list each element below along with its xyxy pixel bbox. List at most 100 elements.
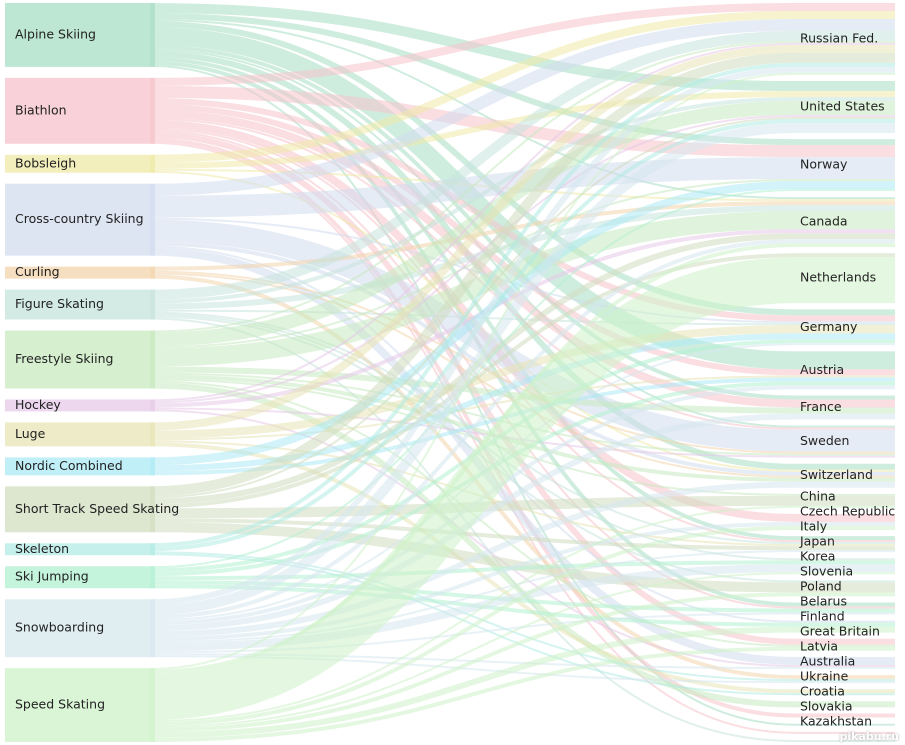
target-label: Poland [800,579,842,594]
flow-link[interactable] [149,66,895,606]
source-label: Skeleton [15,541,69,556]
target-label: Germany [800,319,858,334]
source-label: Hockey [15,397,61,412]
flow-link[interactable] [149,205,895,310]
flow-link[interactable] [149,30,895,300]
source-node [5,422,155,447]
source-label: Biathlon [15,102,67,117]
source-label: Snowboarding [15,620,104,635]
source-node [5,457,155,476]
flow-link[interactable] [149,72,895,671]
flow-link[interactable] [149,201,895,271]
flow-link[interactable] [149,525,895,727]
source-node [5,566,155,589]
source-label: Bobsleigh [15,155,76,170]
flow-link[interactable] [149,103,895,376]
source-label: Freestyle Skiing [15,351,113,366]
target-label: Sweden [800,433,849,448]
flow-link[interactable] [149,18,895,196]
flow-link[interactable] [149,10,895,163]
flow-link[interactable] [149,325,895,439]
flow-link[interactable] [149,592,895,733]
target-label: Italy [800,519,828,534]
source-node [5,330,155,389]
target-label: Norway [800,157,848,172]
flow-link[interactable] [149,626,895,739]
target-label: Australia [800,654,855,669]
target-label: Netherlands [800,270,876,285]
flow-link[interactable] [149,521,895,642]
flow-link[interactable] [149,26,895,370]
target-label: Slovakia [800,699,852,714]
flow-link[interactable] [149,413,895,632]
source-label: Cross-country Skiing [15,211,144,226]
target-label: Latvia [800,639,838,654]
target-label: Russian Fed. [800,30,878,45]
flow-link[interactable] [149,646,895,742]
flow-link[interactable] [149,2,895,86]
source-label: Alpine Skiing [15,26,96,41]
target-label: Great Britain [800,624,880,639]
flow-link[interactable] [149,239,895,620]
flow-link[interactable] [149,181,895,466]
source-node [5,543,155,556]
flow-link[interactable] [149,42,895,402]
flow-link[interactable] [149,572,895,729]
target-label: Finland [800,609,845,624]
flow-link[interactable] [149,114,895,404]
source-node [5,183,155,256]
watermark: pikabu.ru [839,730,899,743]
source-node [5,77,155,144]
flow-link[interactable] [149,518,895,551]
source-node [5,289,155,320]
flow-link[interactable] [149,116,895,499]
flow-link[interactable] [149,564,895,652]
flow-link[interactable] [149,407,895,458]
source-label: Figure Skating [15,296,104,311]
source-label: Ski Jumping [15,569,89,584]
flow-link[interactable] [149,52,895,497]
flow-link[interactable] [149,375,895,441]
flow-link[interactable] [149,64,895,726]
flow-link[interactable] [149,366,895,414]
source-label: Short Track Speed Skating [15,501,179,516]
flow-link[interactable] [149,253,895,509]
target-label: Czech Republic [800,504,895,519]
target-label: Switzerland [800,467,873,482]
target-label: Belarus [800,594,847,609]
flow-link[interactable] [149,219,895,452]
flow-link[interactable] [149,189,895,569]
flow-link[interactable] [149,211,895,367]
source-label: Speed Skating [15,697,105,712]
source-node [5,486,155,533]
flow-link[interactable] [149,257,895,721]
flow-link[interactable] [149,44,895,431]
source-node [5,599,155,658]
target-label: China [800,489,836,504]
flow-link[interactable] [149,101,895,347]
target-label: Ukraine [800,669,849,684]
target-label: United States [800,98,885,113]
source-node [5,668,155,742]
flow-link[interactable] [149,481,895,638]
flow-link[interactable] [149,550,895,644]
flow-link[interactable] [149,97,895,304]
source-node [5,3,155,67]
flow-link[interactable] [149,505,895,723]
flow-link[interactable] [149,40,895,333]
source-label: Curling [15,264,60,279]
flow-link[interactable] [149,374,895,482]
flow-link[interactable] [149,157,895,218]
target-label: Slovenia [800,564,853,579]
target-label: Korea [800,549,835,564]
target-label: Kazakhstan [800,714,872,729]
target-label: Canada [800,214,848,229]
flow-link[interactable] [149,91,895,169]
flow-link[interactable] [149,522,895,593]
target-label: France [800,399,842,414]
target-label: Japan [799,534,835,549]
source-node [5,399,155,412]
flow-link[interactable] [149,56,895,541]
flow-link[interactable] [149,62,895,548]
